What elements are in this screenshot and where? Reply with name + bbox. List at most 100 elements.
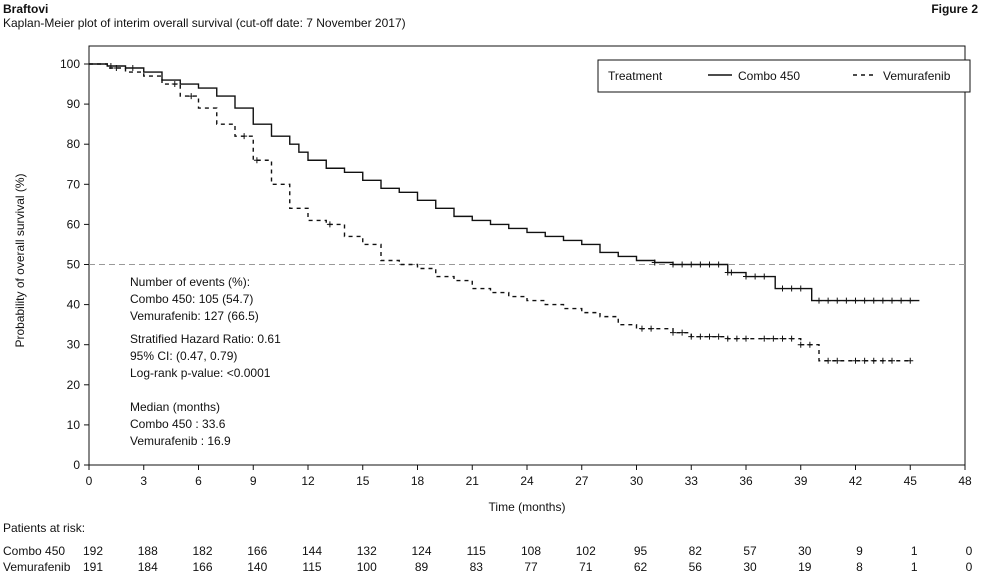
- risk-value-combo-450: 188: [138, 544, 158, 558]
- censor-mark-vemurafenib: [706, 333, 713, 340]
- censor-mark-vemurafenib: [743, 335, 749, 342]
- censor-mark-vemurafenib: [326, 221, 333, 228]
- censor-mark-combo-450: [816, 297, 822, 304]
- brand-name: Braftovi: [3, 2, 49, 16]
- risk-value-vemurafenib: 71: [579, 560, 593, 574]
- x-tick-label: 15: [356, 474, 370, 488]
- censor-mark-combo-450: [679, 261, 686, 268]
- figure-label: Figure 2: [931, 2, 978, 16]
- censor-mark-vemurafenib: [648, 325, 655, 332]
- x-tick-label: 3: [140, 474, 147, 488]
- risk-value-combo-450: 115: [467, 544, 486, 558]
- censor-mark-combo-450: [834, 297, 841, 304]
- risk-value-vemurafenib: 191: [83, 560, 103, 574]
- risk-value-combo-450: 1: [911, 544, 918, 558]
- censor-mark-combo-450: [651, 259, 658, 266]
- censor-mark-combo-450: [761, 273, 768, 280]
- risk-value-combo-450: 182: [192, 544, 212, 558]
- censor-mark-vemurafenib: [834, 357, 841, 364]
- x-tick-label: 12: [301, 474, 315, 488]
- censor-mark-vemurafenib: [171, 81, 178, 88]
- risk-value-vemurafenib: 62: [634, 560, 648, 574]
- x-tick-label: 36: [739, 474, 753, 488]
- y-tick-label: 90: [67, 97, 81, 111]
- censor-mark-combo-450: [706, 261, 713, 268]
- censor-mark-combo-450: [752, 273, 759, 280]
- x-tick-label: 24: [520, 474, 534, 488]
- censor-mark-vemurafenib: [852, 357, 859, 364]
- censor-mark-vemurafenib: [724, 335, 731, 342]
- x-tick-label: 9: [250, 474, 257, 488]
- risk-value-vemurafenib: 77: [524, 560, 538, 574]
- chart-subtitle: Kaplan-Meier plot of interim overall sur…: [3, 16, 406, 30]
- censor-mark-vemurafenib: [715, 333, 722, 340]
- risk-row-label-vemurafenib: Vemurafenib: [3, 560, 71, 574]
- y-tick-label: 70: [67, 177, 81, 191]
- risk-value-vemurafenib: 166: [192, 560, 212, 574]
- censor-mark-vemurafenib: [825, 357, 832, 364]
- risk-value-combo-450: 132: [357, 544, 377, 558]
- censor-mark-combo-450: [797, 285, 804, 292]
- legend-box: [597, 59, 971, 93]
- y-tick-label: 60: [67, 217, 81, 231]
- risk-value-combo-450: 9: [856, 544, 863, 558]
- series-line-vemurafenib: [89, 63, 911, 362]
- x-tick-label: 48: [958, 474, 972, 488]
- risk-value-combo-450: 95: [634, 544, 648, 558]
- censor-mark-vemurafenib: [697, 333, 704, 340]
- y-tick-label: 100: [60, 57, 80, 71]
- x-tick-label: 45: [904, 474, 918, 488]
- y-tick-label: 30: [67, 338, 81, 352]
- y-tick-label: 40: [67, 298, 81, 312]
- risk-value-combo-450: 0: [966, 544, 973, 558]
- x-tick-label: 27: [575, 474, 589, 488]
- legend-title: Treatment: [608, 69, 663, 83]
- censor-mark-vemurafenib: [788, 335, 795, 342]
- censor-mark-combo-450: [670, 261, 676, 268]
- risk-value-combo-450: 166: [247, 544, 267, 558]
- censor-mark-combo-450: [889, 297, 895, 304]
- annotation-events-title: Number of events (%):: [130, 275, 250, 289]
- annotation-logrank-p-value: Log-rank p-value: <0.0001: [130, 366, 271, 380]
- risk-value-vemurafenib: 1: [911, 560, 918, 574]
- censor-mark-combo-450: [715, 261, 722, 268]
- risk-value-vemurafenib: 19: [798, 560, 812, 574]
- legend-label-vemurafenib: Vemurafenib: [883, 69, 951, 83]
- censor-mark-combo-450: [728, 269, 735, 276]
- censor-mark-combo-450: [870, 297, 877, 304]
- censor-mark-combo-450: [743, 273, 749, 280]
- censor-mark-combo-450: [688, 261, 695, 268]
- x-tick-label: 30: [630, 474, 644, 488]
- x-tick-label: 0: [86, 474, 93, 488]
- censor-mark-combo-450: [788, 285, 795, 292]
- risk-table-title: Patients at risk:: [3, 521, 85, 535]
- censor-mark-vemurafenib: [861, 357, 868, 364]
- legend-label-combo-450: Combo 450: [738, 69, 800, 83]
- y-axis-label: Probability of overall survival (%): [13, 173, 27, 347]
- risk-value-combo-450: 82: [689, 544, 703, 558]
- risk-value-combo-450: 102: [576, 544, 596, 558]
- x-tick-label: 39: [794, 474, 808, 488]
- censor-mark-vemurafenib: [806, 341, 813, 348]
- risk-value-vemurafenib: 140: [247, 560, 267, 574]
- censor-mark-combo-450: [898, 297, 905, 304]
- censor-mark-combo-450: [843, 297, 850, 304]
- censor-mark-vemurafenib: [889, 357, 895, 364]
- risk-value-vemurafenib: 184: [138, 560, 158, 574]
- annotation-median-title: Median (months): [130, 400, 220, 414]
- censor-mark-vemurafenib: [638, 325, 645, 332]
- censor-mark-vemurafenib: [670, 329, 676, 336]
- y-tick-label: 50: [67, 258, 81, 272]
- censor-mark-vemurafenib: [688, 333, 695, 340]
- risk-value-combo-450: 124: [411, 544, 431, 558]
- risk-value-vemurafenib: 83: [470, 560, 484, 574]
- x-tick-label: 18: [411, 474, 425, 488]
- annotation-confidence-interval: 95% CI: (0.47, 0.79): [130, 349, 237, 363]
- annotation-median-vemurafenib: Vemurafenib : 16.9: [130, 434, 231, 448]
- risk-value-combo-450: 192: [83, 544, 103, 558]
- censor-mark-vemurafenib: [241, 133, 248, 140]
- censor-mark-vemurafenib: [907, 357, 914, 364]
- y-tick-label: 80: [67, 137, 81, 151]
- censor-mark-combo-450: [852, 297, 859, 304]
